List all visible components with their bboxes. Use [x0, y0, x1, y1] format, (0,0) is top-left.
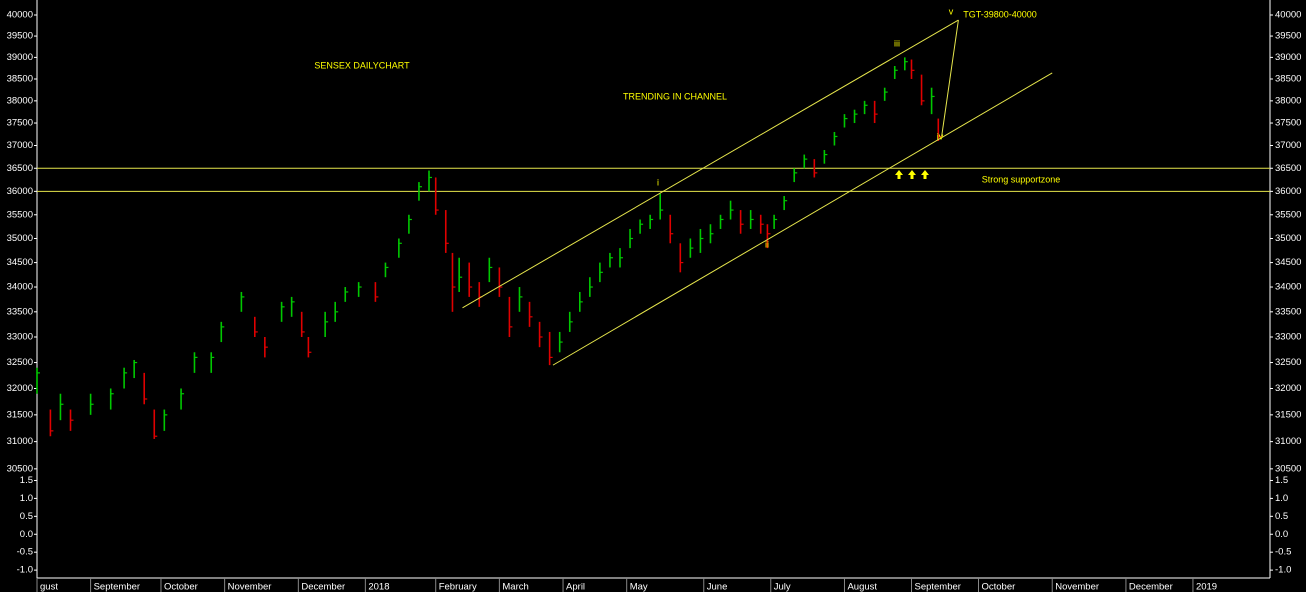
wave-label: iii	[894, 38, 900, 48]
x-tick-label: October	[164, 582, 198, 592]
y-tick-label: 33000	[1275, 332, 1301, 343]
y-tick-label: 38500	[1275, 74, 1301, 85]
y-tick-label: 40000	[7, 10, 33, 21]
y2-tick-label: 0.0	[1275, 529, 1288, 540]
x-tick-label: April	[566, 582, 585, 592]
y-tick-label: 31500	[1275, 409, 1301, 420]
x-tick-label: October	[982, 582, 1016, 592]
y-tick-label: 39000	[1275, 52, 1301, 63]
trendline	[552, 72, 1053, 366]
y-tick-label: 32500	[1275, 357, 1301, 368]
arrow	[921, 170, 929, 179]
y-tick-label: 37500	[7, 118, 33, 129]
support-label: Strong supportzone	[982, 174, 1061, 184]
x-tick-label: December	[1129, 582, 1173, 592]
y-tick-label: 40000	[1275, 10, 1301, 21]
x-tick-label: September	[94, 582, 140, 592]
y-tick-label: 36500	[1275, 163, 1301, 174]
y-tick-label: 32500	[7, 357, 33, 368]
y-tick-label: 39500	[1275, 31, 1301, 42]
y-tick-label: 38500	[7, 74, 33, 85]
y2-tick-label: 0.5	[20, 511, 33, 522]
y2-tick-label: 1.5	[20, 475, 33, 486]
x-tick-label: 2019	[1196, 582, 1217, 592]
x-tick-label: September	[914, 582, 960, 592]
y-tick-label: 33500	[7, 306, 33, 317]
y-tick-label: 38000	[1275, 95, 1301, 106]
arrow	[908, 170, 916, 179]
y-tick-label: 31000	[1275, 436, 1301, 447]
support-arrows	[895, 170, 929, 179]
x-tick-label: June	[707, 582, 728, 592]
y-tick-label: 31500	[7, 409, 33, 420]
target-label: TGT-39800-40000	[963, 9, 1037, 19]
arrow	[895, 170, 903, 179]
y2-tick-label: 0.5	[1275, 511, 1288, 522]
y-tick-label: 38000	[7, 95, 33, 106]
y-tick-label: 35500	[1275, 209, 1301, 220]
y-tick-label: 36000	[7, 186, 33, 197]
chart-subtitle: TRENDING IN CHANNEL	[623, 91, 727, 101]
x-tick-label: November	[228, 582, 272, 592]
y2-tick-label: 1.5	[1275, 475, 1288, 486]
y2-tick-label: -0.5	[17, 547, 33, 558]
wave-label: i	[657, 177, 659, 187]
trendline	[941, 19, 959, 137]
y-tick-label: 32000	[1275, 383, 1301, 394]
y-tick-label: 36500	[7, 163, 33, 174]
trendline	[462, 19, 959, 309]
wave-label: iv	[937, 131, 944, 141]
x-tick-label: December	[301, 582, 345, 592]
wave-label: v	[949, 6, 954, 16]
y2-tick-label: -1.0	[1275, 565, 1291, 576]
y-tick-label: 37000	[1275, 140, 1301, 151]
chart-title: SENSEX DAILYCHART	[314, 60, 410, 70]
y-tick-label: 33500	[1275, 306, 1301, 317]
x-tick-label: May	[630, 582, 648, 592]
y2-tick-label: 0.0	[20, 529, 33, 540]
x-tick-label: August	[847, 582, 877, 592]
y-tick-label: 39000	[7, 52, 33, 63]
y-tick-label: 36000	[1275, 186, 1301, 197]
y-tick-label: 34000	[1275, 282, 1301, 293]
y-tick-label: 35000	[7, 233, 33, 244]
y-tick-label: 34500	[1275, 257, 1301, 268]
y-tick-label: 30500	[7, 463, 33, 474]
x-tick-label: February	[439, 582, 477, 592]
y-tick-label: 34500	[7, 257, 33, 268]
y-tick-label: 37500	[1275, 118, 1301, 129]
x-tick-label: March	[502, 582, 528, 592]
y-tick-label: 32000	[7, 383, 33, 394]
y2-tick-label: -0.5	[1275, 547, 1291, 558]
y2-tick-label: 1.0	[1275, 493, 1288, 504]
x-tick-label: gust	[40, 582, 58, 592]
wave-label: ii	[765, 239, 769, 249]
x-tick-label: 2018	[368, 582, 389, 592]
y-tick-label: 35500	[7, 209, 33, 220]
y-tick-label: 35000	[1275, 233, 1301, 244]
y-tick-label: 37000	[7, 140, 33, 151]
x-tick-label: November	[1055, 582, 1099, 592]
y-tick-label: 34000	[7, 282, 33, 293]
y-tick-label: 39500	[7, 31, 33, 42]
y-tick-label: 31000	[7, 436, 33, 447]
y2-tick-label: 1.0	[20, 493, 33, 504]
y2-tick-label: -1.0	[17, 565, 33, 576]
y-tick-label: 30500	[1275, 463, 1301, 474]
x-tick-label: July	[774, 582, 791, 592]
y-tick-label: 33000	[7, 332, 33, 343]
